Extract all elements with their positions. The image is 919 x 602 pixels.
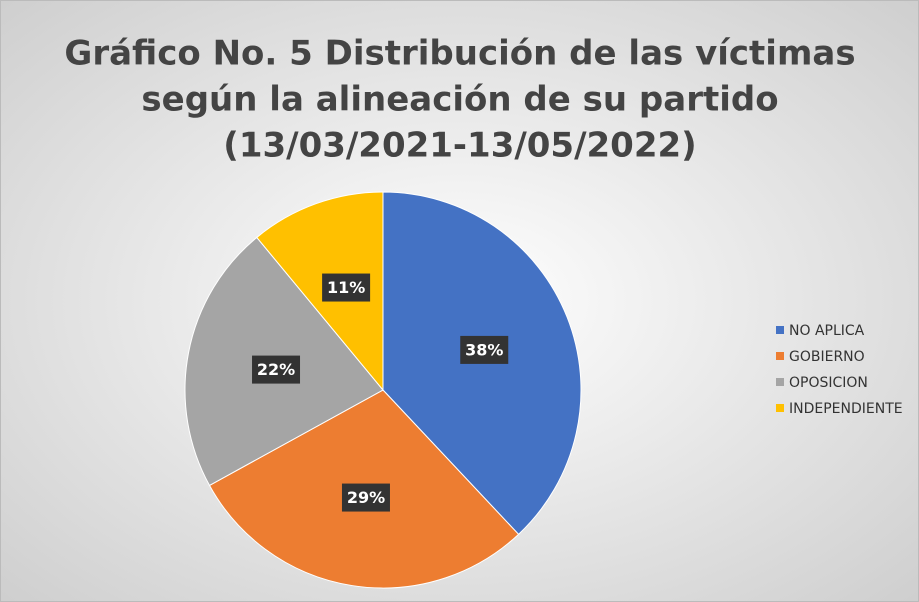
value-label-box: [322, 273, 371, 302]
legend-swatch: [776, 378, 784, 386]
value-label: 11%: [327, 278, 365, 297]
value-label-box: [460, 335, 509, 364]
value-label-box: [252, 355, 301, 384]
chart-title: Gráfico No. 5 Distribución de las víctim…: [64, 34, 855, 74]
chart-title: (13/03/2021-13/05/2022): [223, 126, 696, 166]
value-label: 22%: [257, 360, 295, 379]
value-label: 29%: [347, 488, 385, 507]
legend-swatch: [776, 326, 784, 334]
pie-slice: [256, 191, 384, 392]
legend-label: OPOSICION: [789, 375, 868, 391]
value-label: 38%: [465, 340, 503, 359]
legend-swatch: [776, 404, 784, 412]
legend-label: GOBIERNO: [789, 349, 865, 365]
legend-label: NO APLICA: [789, 323, 865, 339]
legend-swatch: [776, 352, 784, 360]
legend-label: INDEPENDIENTE: [789, 401, 903, 417]
chart-title: según la alineación de su partido: [141, 80, 778, 120]
value-label-box: [341, 483, 390, 512]
